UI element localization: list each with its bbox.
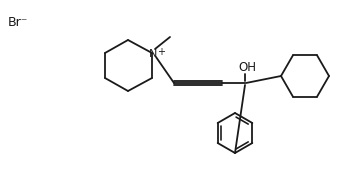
Text: OH: OH xyxy=(238,61,256,73)
Text: +: + xyxy=(157,47,165,57)
Text: N: N xyxy=(149,49,157,59)
Text: Br⁻: Br⁻ xyxy=(8,15,28,29)
